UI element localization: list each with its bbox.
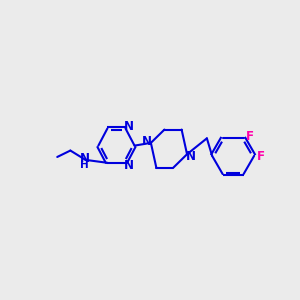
- Text: N: N: [123, 159, 134, 172]
- Text: N: N: [123, 120, 134, 133]
- Text: H: H: [80, 160, 89, 170]
- Text: F: F: [246, 130, 254, 143]
- Text: N: N: [142, 135, 152, 148]
- Text: F: F: [256, 150, 265, 163]
- Text: N: N: [80, 152, 89, 165]
- Text: N: N: [185, 150, 196, 163]
